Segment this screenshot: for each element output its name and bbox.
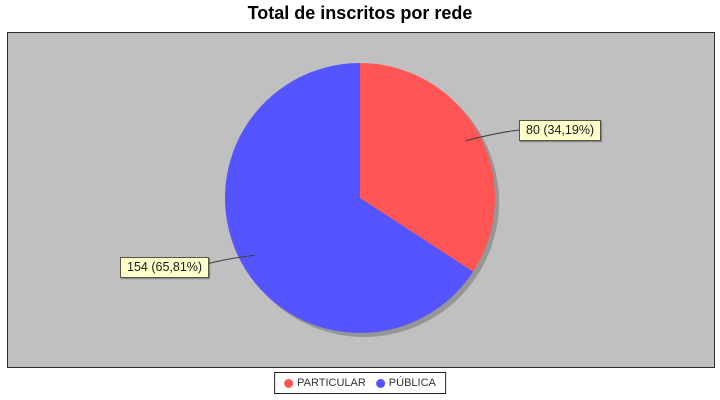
- plot-area: [7, 32, 715, 368]
- legend-label-particular: PARTICULAR: [297, 377, 366, 389]
- callout-label-publica: 154 (65,81%): [120, 257, 210, 278]
- legend-label-publica: PÚBLICA: [388, 377, 436, 389]
- callout-label-particular: 80 (34,19%): [519, 120, 602, 141]
- particular-swatch-icon: [284, 378, 294, 388]
- legend-item-particular: PARTICULAR: [284, 377, 366, 389]
- chart-title: Total de inscritos por rede: [247, 3, 473, 23]
- legend-item-publica: PÚBLICA: [375, 377, 436, 389]
- legend: PARTICULAR PÚBLICA: [274, 372, 446, 394]
- publica-swatch-icon: [375, 378, 385, 388]
